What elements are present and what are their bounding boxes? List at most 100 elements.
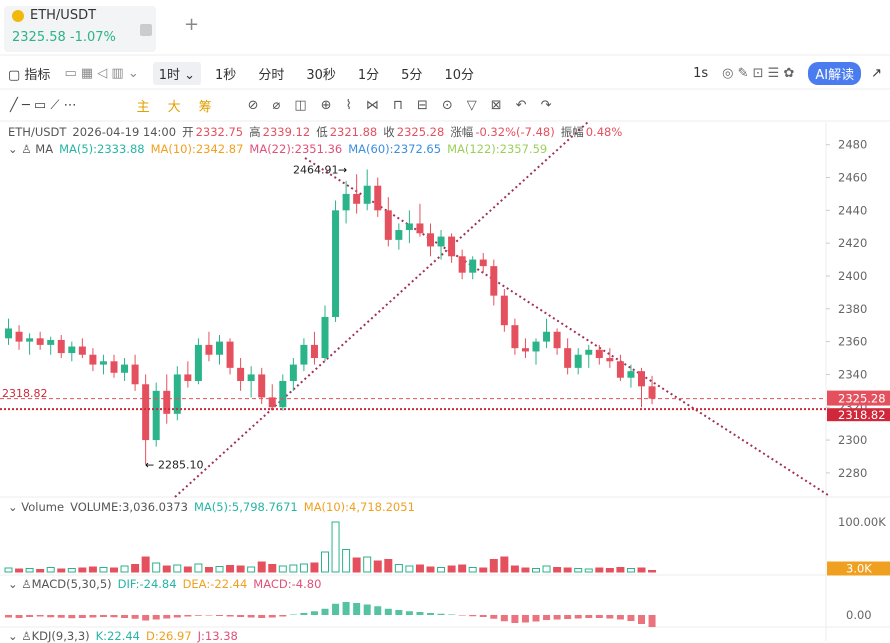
- macd-bar: [5, 615, 12, 618]
- draw-icons[interactable]: ⊘⌀◫⊕⌇⋈⊓⊟⊙▽⊠↶↷: [247, 97, 566, 113]
- volume-bar: [574, 568, 583, 573]
- tool[interactable]: 主: [136, 99, 150, 115]
- macd-bar: [194, 615, 202, 616]
- macd-bar: [448, 614, 456, 615]
- candle-body: [574, 354, 582, 368]
- interval[interactable]: 分时: [258, 67, 285, 83]
- macd-bar: [543, 615, 551, 620]
- volume-bar: [342, 549, 351, 573]
- macd-bar: [163, 615, 171, 619]
- macd-bar: [469, 615, 477, 617]
- y-tick-label: 2280: [838, 466, 867, 480]
- candle-body: [26, 338, 34, 342]
- macd-bar: [374, 606, 382, 615]
- volume-bar: [204, 567, 213, 573]
- candle-body: [595, 349, 603, 359]
- macd-bar: [279, 615, 287, 617]
- volume-tag: [827, 561, 890, 576]
- tool[interactable]: 筹: [198, 99, 212, 115]
- volume-bar: [352, 557, 361, 573]
- macd-bar: [363, 604, 371, 615]
- volume-bar: [405, 565, 414, 573]
- candle-body: [543, 331, 551, 342]
- macd-bar: [300, 613, 308, 615]
- candle-body: [205, 344, 213, 355]
- macd-bar: [289, 614, 297, 615]
- high-annotation: 2464.91: [293, 163, 339, 176]
- candle-body: [289, 364, 297, 381]
- macd-bar: [500, 615, 508, 622]
- volume-bar: [226, 565, 235, 573]
- y-tick-label: 2460: [838, 171, 867, 185]
- interval[interactable]: 1分: [357, 67, 380, 83]
- tab-symbol: ETH/USDT: [30, 8, 97, 23]
- macd-bar: [638, 615, 645, 624]
- indicator-button[interactable]: ▢ 指标: [8, 67, 51, 83]
- tool[interactable]: 大: [167, 99, 181, 115]
- drawing-bar: ╱ ─ ▭ ⟋ ⋯ 主 大 筹 ⊘⌀◫⊕⌇⋈⊓⊟⊙▽⊠↶↷: [0, 94, 890, 116]
- add-tab[interactable]: +: [184, 14, 200, 35]
- arrow: ←: [145, 459, 154, 472]
- low-annotation: 2285.10: [158, 459, 204, 472]
- volume-bar: [542, 565, 551, 573]
- volume-bar: [88, 566, 97, 573]
- macd-bar: [310, 611, 318, 615]
- macd-bar: [57, 615, 65, 618]
- kdj-name: KDJ(9,3,3): [31, 629, 90, 643]
- close-button[interactable]: [140, 24, 152, 36]
- macd-bar: [173, 615, 181, 618]
- symbol-tab[interactable]: ETH/USDT 2325.58 -1.07%: [4, 6, 156, 52]
- interval[interactable]: 10分: [444, 67, 474, 83]
- draw-icons[interactable]: ╱ ─ ▭ ⟋ ⋯: [10, 97, 77, 113]
- y-tick-label: 100.00K: [838, 515, 886, 529]
- volume-bar: [595, 567, 604, 573]
- ref-label: 2318.82: [2, 387, 48, 400]
- macd-bar: [68, 615, 76, 619]
- volume-bar: [299, 563, 308, 573]
- ref-tag-label: 2318.82: [838, 408, 886, 422]
- volume-bar: [289, 564, 298, 573]
- volume-bar: [331, 521, 340, 573]
- field-value: 2332.75: [195, 125, 244, 139]
- macd-bar: [564, 615, 572, 619]
- volume-bar: [162, 565, 171, 573]
- candle-body: [237, 367, 245, 381]
- volume-bar: [489, 559, 498, 573]
- candle-body: [395, 230, 403, 240]
- indicator-value: MACD:-4.80: [253, 577, 322, 591]
- ma-name: MA: [35, 142, 54, 156]
- candle-body: [15, 331, 23, 342]
- macd-items: DIF:-24.84 DEA:-22.44 MACD:-4.80: [118, 577, 328, 591]
- volume-bar: [468, 567, 477, 573]
- volume-bar: [437, 567, 446, 573]
- speed[interactable]: 1s: [693, 65, 709, 81]
- volume-bar: [15, 568, 24, 573]
- share[interactable]: ↗: [871, 65, 882, 81]
- field-label: 开: [182, 125, 194, 139]
- y-tick-label: 2440: [838, 203, 867, 217]
- volume-bar: [415, 564, 424, 573]
- indicator-value: K:22.44: [95, 629, 140, 643]
- fields: 开 2332.75 高 2339.12 低 2321.88 收 2325.28 涨幅 -0.32%…: [182, 125, 628, 139]
- volume-bar: [131, 564, 140, 573]
- candle-body: [226, 341, 234, 368]
- macd-bar: [99, 615, 107, 617]
- ai-button[interactable]: AI解读: [808, 61, 862, 85]
- price: 2325.58: [12, 30, 66, 45]
- candle-body: [47, 339, 55, 345]
- macd-name: MACD(5,30,5): [31, 577, 112, 591]
- candle-body: [36, 338, 44, 345]
- interval[interactable]: 30秒: [306, 67, 336, 83]
- volume-bar: [67, 568, 76, 573]
- interval-selected[interactable]: 1时 ⌄: [152, 61, 202, 85]
- volume-bar: [268, 564, 277, 573]
- macd-bar: [152, 615, 160, 620]
- volume-bar: [215, 566, 224, 573]
- interval[interactable]: 5分: [401, 67, 423, 83]
- volume-bar: [394, 564, 403, 573]
- field-value: 2339.12: [262, 125, 311, 139]
- coin-icon: [12, 10, 24, 22]
- interval[interactable]: 1秒: [215, 67, 237, 83]
- field-value: 0.48%: [585, 125, 623, 139]
- macd-bar: [237, 615, 245, 617]
